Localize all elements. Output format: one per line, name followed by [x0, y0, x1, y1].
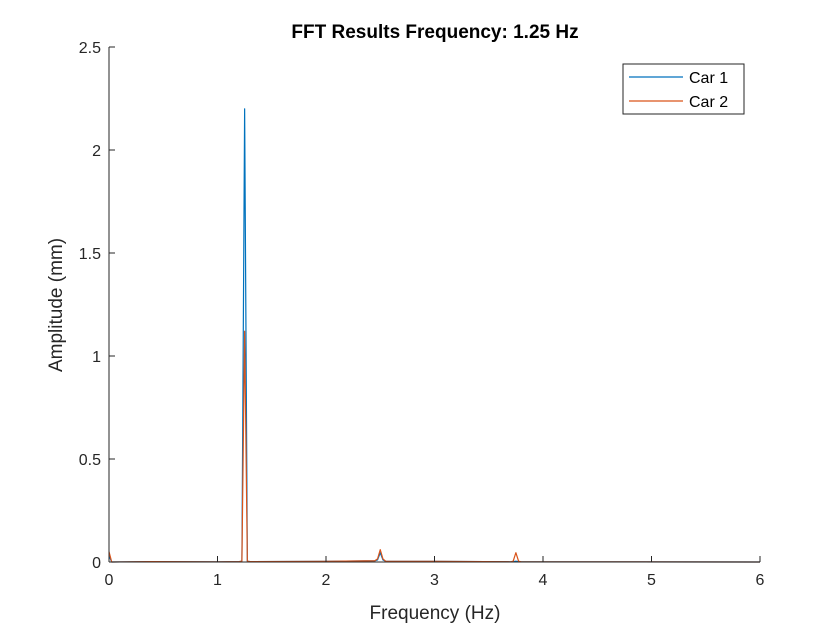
x-tick-label: 3: [430, 572, 439, 589]
y-ticks: 0 0.5 1 1.5 2 2.5: [79, 40, 115, 572]
chart-title: FFT Results Frequency: 1.25 Hz: [291, 22, 578, 43]
y-tick-label: 2: [92, 143, 101, 160]
x-ticks: 0 1 2 3 4 5 6: [105, 556, 765, 589]
x-tick-label: 5: [647, 572, 656, 589]
y-tick-label: 2.5: [79, 40, 101, 57]
x-tick-label: 6: [756, 572, 765, 589]
y-tick-label: 1.5: [79, 246, 101, 263]
y-tick-label: 1: [92, 349, 101, 366]
x-tick-label: 4: [539, 572, 548, 589]
x-tick-label: 1: [213, 572, 222, 589]
x-tick-label: 2: [322, 572, 331, 589]
legend-label-car-2: Car 2: [689, 94, 728, 111]
x-tick-label: 0: [105, 572, 114, 589]
y-tick-label: 0: [92, 555, 101, 572]
plot-area: [109, 47, 760, 562]
legend-label-car-1: Car 1: [689, 70, 728, 87]
y-tick-label: 0.5: [79, 452, 101, 469]
x-axis-label: Frequency (Hz): [370, 603, 501, 624]
y-axis-label: Amplitude (mm): [46, 238, 67, 372]
legend: Car 1 Car 2: [622, 63, 745, 115]
legend-box: [622, 63, 745, 115]
